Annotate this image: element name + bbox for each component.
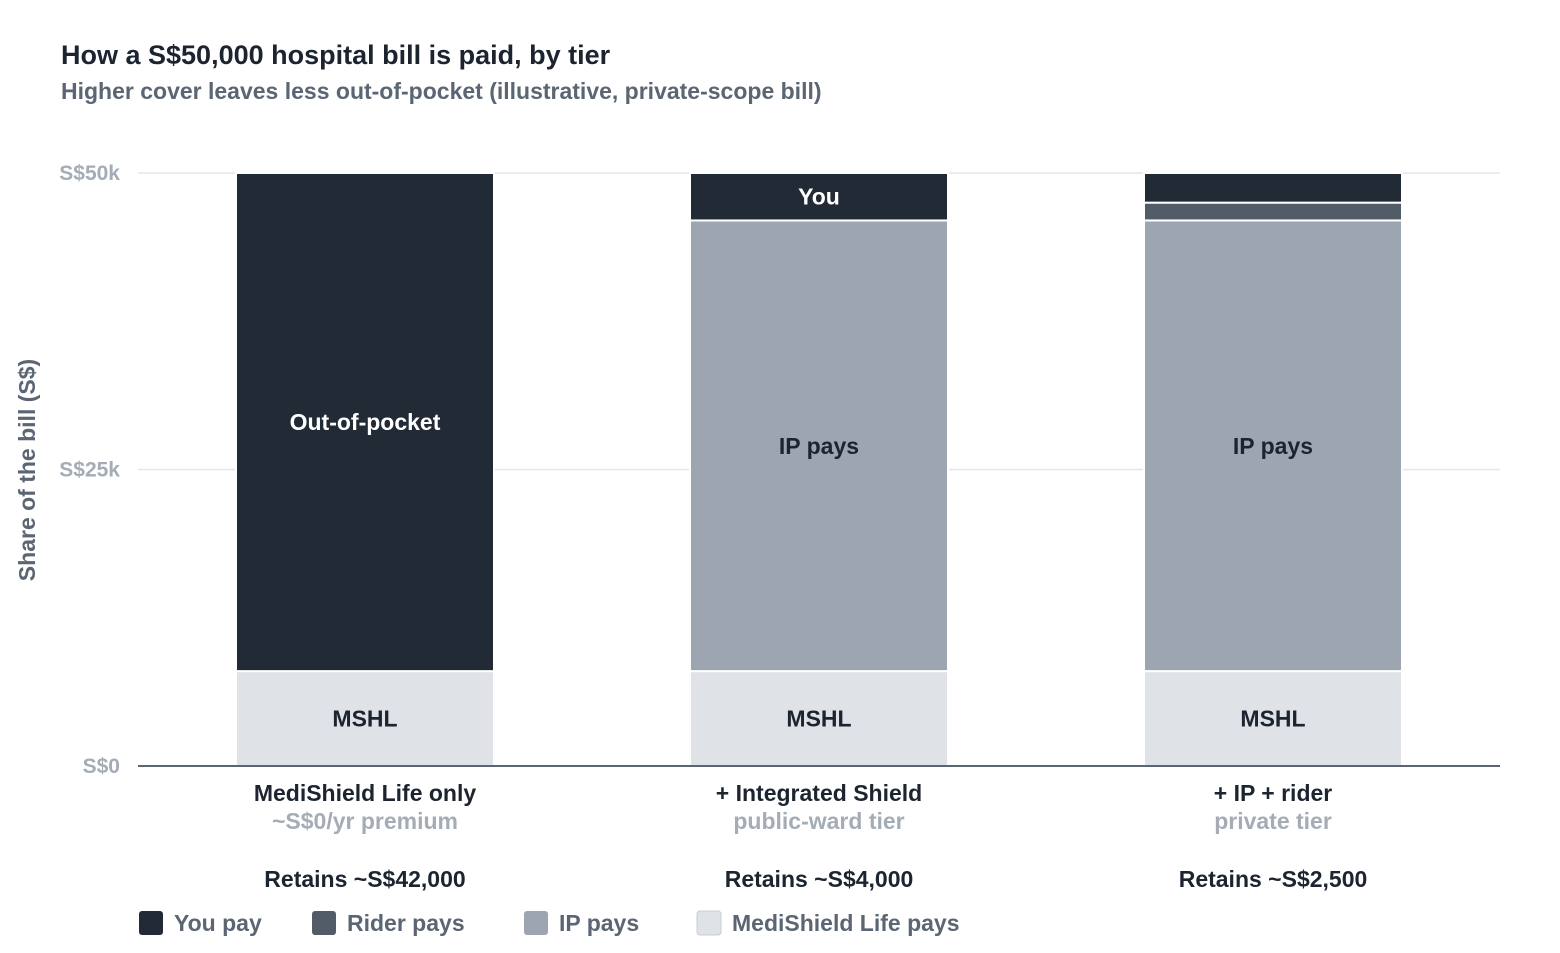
legend-label: You pay [174, 910, 262, 936]
bar-stack: MSHL IP pays [1143, 172, 1403, 767]
bar-segment-you [689, 172, 949, 222]
legend-label: IP pays [559, 910, 639, 936]
category-label: MediShield Life only [254, 780, 477, 806]
y-axis-ticks: S$0 S$25k S$50k [59, 162, 120, 778]
bar-segment-you [1143, 172, 1403, 204]
y-axis-label: Share of the bill (S$) [14, 359, 40, 581]
stacked-bars: MSHL Out-of-pocket MSHL IP pays You MSHL IP pa… [235, 172, 1403, 767]
chart-title: How a S$50,000 hospital bill is paid, by… [61, 40, 611, 70]
legend-swatch-rider [312, 911, 336, 935]
bar-stack: MSHL Out-of-pocket [235, 172, 495, 767]
segment-label: MSHL [1240, 706, 1305, 732]
segment-label: MSHL [332, 706, 397, 732]
category-sublabel: public-ward tier [733, 808, 904, 834]
legend: You pay Rider pays IP pays MediShield Life … [139, 910, 960, 936]
bar-segment-rider [1143, 201, 1403, 222]
retain-label: Retains ~S$42,000 [264, 866, 465, 892]
category-label: + IP + rider [1214, 780, 1333, 806]
bar-segment-you [235, 172, 495, 673]
bar-segment-mshl [1143, 670, 1403, 767]
legend-swatch-ip [524, 911, 548, 935]
y-tick-label: S$25k [59, 459, 120, 482]
segment-label: Out-of-pocket [290, 409, 441, 435]
segment-label: IP pays [779, 433, 859, 459]
segment-label: IP pays [1233, 433, 1313, 459]
retain-label: Retains ~S$2,500 [1179, 866, 1368, 892]
bar-stack: MSHL IP pays You [689, 172, 949, 767]
y-tick-label: S$0 [83, 755, 120, 778]
bar-segment-mshl [235, 670, 495, 767]
legend-label: Rider pays [347, 910, 465, 936]
bar-segment-mshl [689, 670, 949, 767]
retain-label: Retains ~S$4,000 [725, 866, 914, 892]
segment-label: MSHL [786, 706, 851, 732]
legend-label: MediShield Life pays [732, 910, 960, 936]
category-sublabel: ~S$0/yr premium [272, 808, 458, 834]
segment-label: You [798, 184, 840, 210]
legend-swatch-mshl [696, 910, 722, 936]
y-tick-label: S$50k [59, 162, 120, 185]
category-sublabel: private tier [1214, 808, 1332, 834]
legend-swatch-you [139, 911, 163, 935]
chart-subtitle: Higher cover leaves less out-of-pocket (… [61, 78, 822, 104]
x-axis-labels: MediShield Life only~S$0/yr premium Retai… [254, 780, 1367, 892]
bar-segment-ip [1143, 219, 1403, 673]
bar-segment-ip [689, 219, 949, 673]
category-label: + Integrated Shield [716, 780, 922, 806]
